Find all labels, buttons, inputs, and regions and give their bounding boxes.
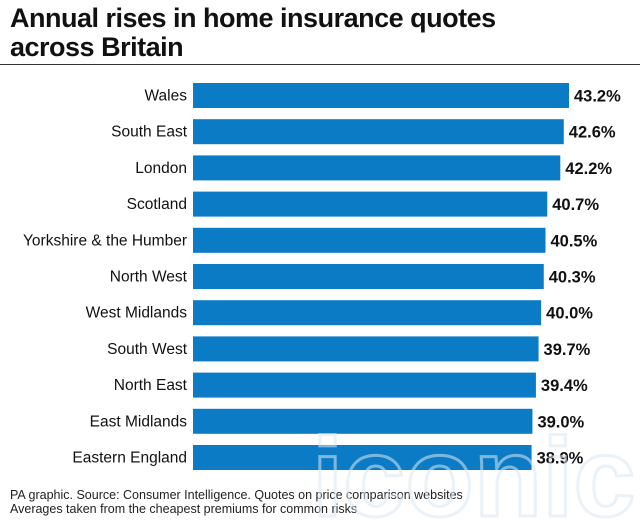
category-label: East Midlands: [90, 413, 188, 430]
category-label: South East: [111, 124, 188, 141]
bar: [193, 191, 548, 217]
chart-title: Annual rises in home insurance quotes ac…: [10, 4, 630, 62]
data-label: 39.0%: [537, 413, 584, 431]
category-label: North East: [114, 377, 188, 394]
category-label: London: [135, 160, 187, 177]
category-label: Eastern England: [72, 450, 187, 467]
bar: [193, 227, 546, 253]
category-label: Scotland: [127, 196, 187, 213]
data-label: 42.2%: [565, 160, 612, 178]
data-label: 40.3%: [549, 269, 596, 287]
chart-title-line-2: across Britain: [10, 32, 184, 62]
bar: [193, 300, 542, 326]
category-label: West Midlands: [86, 305, 188, 322]
bar: [193, 336, 539, 362]
bar: [193, 83, 569, 108]
data-label: 40.5%: [551, 232, 598, 250]
bar-chart: Wales 43.2% South East 42.6% London 42.2% Scot…: [23, 83, 621, 470]
category-label: South West: [107, 341, 188, 358]
bar: [193, 119, 564, 145]
bar: [193, 372, 536, 398]
source-note-line-2: Averages taken from the cheapest premium…: [10, 502, 358, 516]
data-label: 39.7%: [544, 341, 591, 359]
data-label: 40.0%: [546, 305, 593, 323]
chart-title-line-1: Annual rises in home insurance quotes: [10, 3, 496, 33]
bar: [193, 155, 561, 181]
category-label: Yorkshire & the Humber: [23, 232, 187, 249]
data-label: 40.7%: [552, 196, 599, 214]
category-label: Wales: [145, 88, 188, 105]
title-divider: [0, 64, 640, 65]
bar: [193, 445, 532, 470]
data-label: 42.6%: [569, 124, 616, 142]
source-note-line-1: PA graphic. Source: Consumer Intelligenc…: [10, 488, 463, 502]
category-label: North West: [110, 269, 188, 286]
bar: [193, 264, 544, 289]
data-label: 38.9%: [537, 450, 584, 468]
source-note: PA graphic. Source: Consumer Intelligenc…: [10, 488, 630, 516]
bar: [193, 408, 533, 434]
data-label: 39.4%: [541, 377, 588, 395]
data-label: 43.2%: [574, 88, 621, 106]
